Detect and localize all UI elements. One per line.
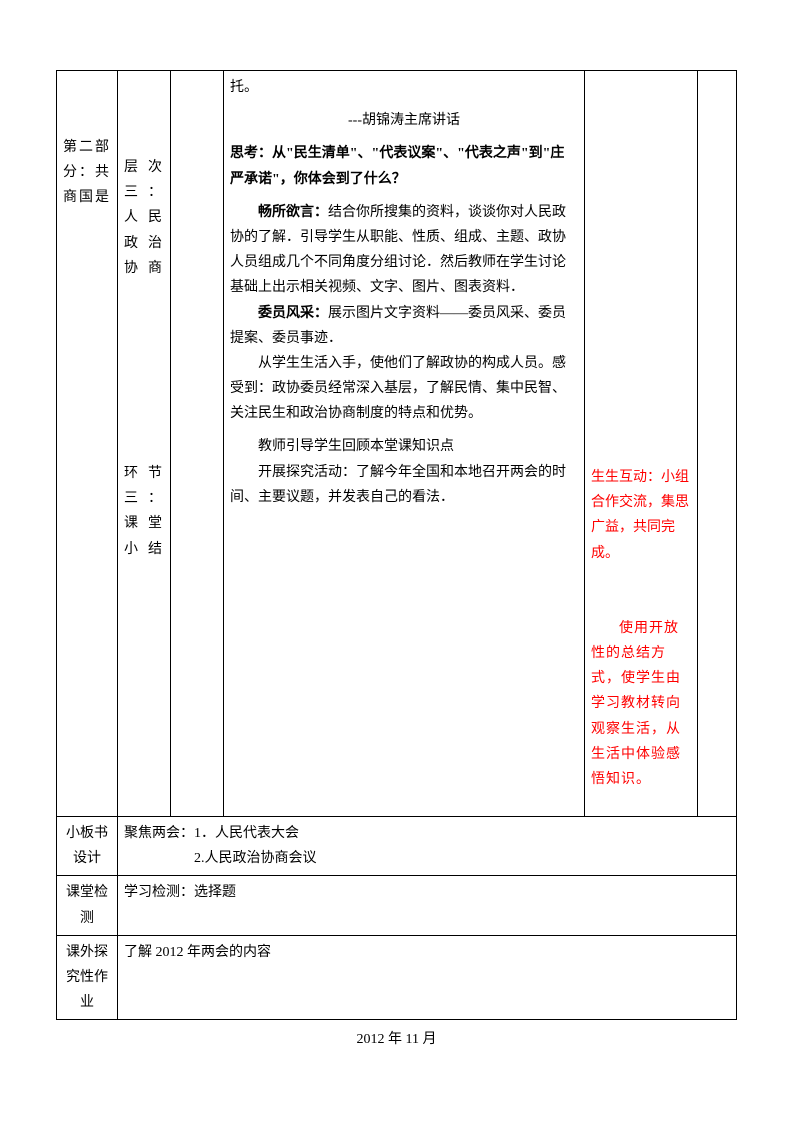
content-line1: 托。 — [230, 75, 578, 100]
main-content-cell: 托。 ---胡锦涛主席讲话 思考：从"民生清单"、"代表议案"、"代表之声"到"… — [224, 71, 585, 817]
p1-label: 畅所欲言： — [258, 205, 328, 220]
homework-label: 课外探究性作业 — [57, 935, 118, 1020]
side-note-1: 生生互动：小组合作交流，集思广益，共同完成。 — [591, 465, 691, 566]
p2-label: 委员风采： — [258, 306, 328, 321]
paragraph-1: 畅所欲言：结合你所搜集的资料，谈谈你对人民政协的了解．引导学生从职能、性质、组成… — [230, 200, 578, 301]
footer-date: 2012 年 11 月 — [56, 1028, 737, 1048]
think-body: 从"民生清单"、"代表议案"、"代表之声"到"庄严承诺"，你体会到了什么？ — [230, 146, 564, 186]
board-design-label: 小板书设计 — [57, 817, 118, 876]
board-design-content: 聚焦两会：1．人民代表大会 2.人民政治协商会议 — [118, 817, 737, 876]
paragraph-5: 开展探究活动：了解今年全国和本地召开两会的时间、主要议题，并发表自己的看法． — [230, 460, 578, 510]
side-note-2: 使用开放性的总结方式，使学生由学习教材转向观察生活，从生活中体验感悟知识。 — [591, 616, 691, 792]
paragraph-2: 委员风采：展示图片文字资料——委员风采、委员提案、委员事迹． — [230, 301, 578, 351]
page-container: 第二部分：共商国是 层次三：人民政治协商 环节三：课堂小结 托。 ---胡锦涛主… — [0, 0, 793, 1088]
spacer-cell-2 — [698, 71, 737, 817]
board-design-row: 小板书设计 聚焦两会：1．人民代表大会 2.人民政治协商会议 — [57, 817, 737, 876]
main-content-row: 第二部分：共商国是 层次三：人民政治协商 环节三：课堂小结 托。 ---胡锦涛主… — [57, 71, 737, 817]
spacer-cell-1 — [171, 71, 224, 817]
homework-content: 了解 2012 年两会的内容 — [118, 935, 737, 1020]
level-label-b: 环节三：课堂小结 — [124, 461, 164, 562]
class-test-content: 学习检测：选择题 — [118, 876, 737, 935]
section-label: 第二部分：共商国是 — [63, 135, 111, 211]
homework-row: 课外探究性作业 了解 2012 年两会的内容 — [57, 935, 737, 1020]
level-label-cell: 层次三：人民政治协商 环节三：课堂小结 — [118, 71, 171, 817]
think-label: 思考： — [230, 146, 272, 161]
quote-line: ---胡锦涛主席讲话 — [230, 108, 578, 133]
think-paragraph: 思考：从"民生清单"、"代表议案"、"代表之声"到"庄严承诺"，你体会到了什么？ — [230, 141, 578, 191]
paragraph-3: 从学生生活入手，使他们了解政协的构成人员。感受到：政协委员经常深入基层，了解民情… — [230, 351, 578, 427]
level-label-a: 层次三：人民政治协商 — [124, 155, 164, 281]
class-test-row: 课堂检测 学习检测：选择题 — [57, 876, 737, 935]
side-notes-cell: 生生互动：小组合作交流，集思广益，共同完成。 使用开放性的总结方式，使学生由学习… — [585, 71, 698, 817]
lesson-plan-table: 第二部分：共商国是 层次三：人民政治协商 环节三：课堂小结 托。 ---胡锦涛主… — [56, 70, 737, 1020]
section-label-cell: 第二部分：共商国是 — [57, 71, 118, 817]
paragraph-4: 教师引导学生回顾本堂课知识点 — [230, 434, 578, 459]
class-test-label: 课堂检测 — [57, 876, 118, 935]
